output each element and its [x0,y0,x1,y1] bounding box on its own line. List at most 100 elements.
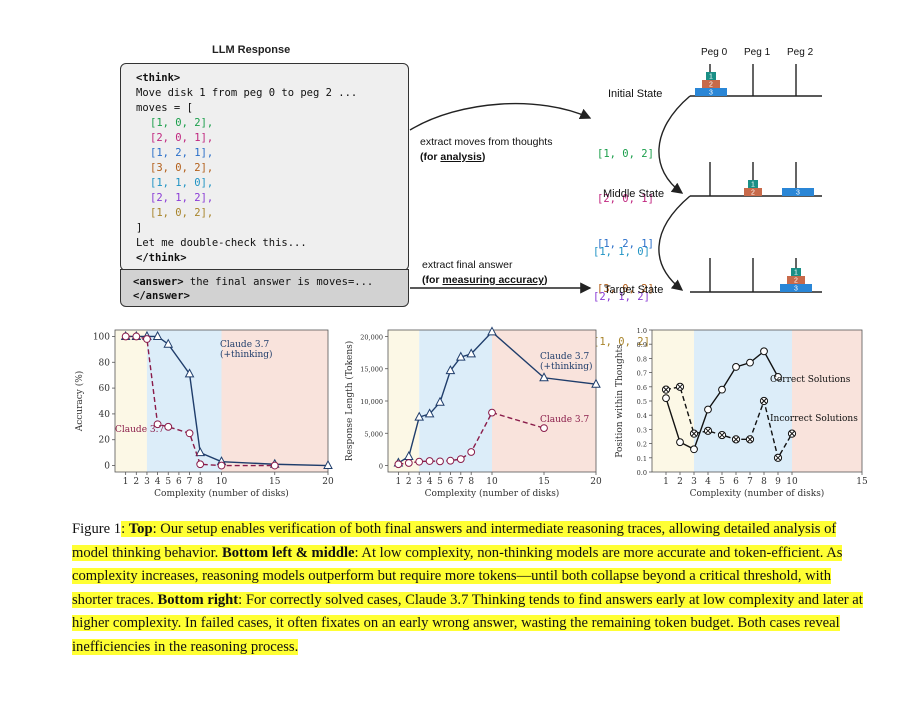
peg-label-1: Peg 1 [744,47,771,58]
x-tick-label: 2 [133,477,139,487]
middle-state-label: Middle State [603,188,665,200]
y-tick-label: 10,000 [360,398,383,406]
x-axis-label: Complexity (number of disks) [690,488,825,499]
y-tick-label: 40 [99,410,111,420]
data-point [676,438,684,447]
disk-2 [787,276,805,284]
state-arrow-1 [658,95,691,194]
disk-2 [702,80,720,88]
peg-label-2: Peg 2 [787,47,814,58]
data-point [323,459,333,470]
llm-response-box [120,63,409,271]
move-entry: [1, 1, 0], [150,177,214,189]
data-point [690,445,698,454]
data-point [404,459,413,467]
answer-open-tag: <answer> [133,276,184,288]
caption-bottom-right-heading: Bottom right [157,591,239,608]
svg-text:1: 1 [709,74,713,81]
y-tick-label: 20,000 [360,333,383,341]
x-tick-label: 2 [677,477,683,487]
data-point-cross [705,427,711,434]
series-label-0: Claude 3.7 [540,352,589,362]
y-axis-label: Response Length (Tokens) [344,341,355,462]
extract-final-purpose: (for measuring accuracy) [422,274,548,286]
caption-top-text: : Our setup enables verification of both… [72,521,837,561]
x-tick-label: 7 [458,477,464,487]
data-point [760,347,768,356]
y-tick-label: 100 [93,332,110,342]
peg-label-0: Peg 0 [701,47,728,58]
data-point [414,411,425,421]
disk-1 [706,72,716,80]
data-point [195,447,206,457]
x-tick-label: 4 [155,477,161,487]
caption-top-heading: Top [128,521,153,537]
x-tick-label: 8 [197,477,203,487]
series-line-0 [125,335,329,467]
caption-highlight: : Top: Our setup enables verification of… [72,521,863,655]
extract-moves-purpose: (for analysis) [420,151,486,163]
x-tick-label: 10 [786,477,798,487]
data-point [774,372,782,381]
think-close-tag: </think> [136,252,187,264]
response-length-chart: 1 2 3 4 5 6 7 8 10 15 20 0 5,000 10,000 15,000 20,000 Co… [344,326,602,499]
x-tick-label: 5 [719,477,725,487]
think-line: Move disk 1 from peg 0 to peg 2 ... [136,87,358,99]
data-point [394,460,403,469]
series-label-0: (+thinking) [220,349,273,360]
disk-3 [782,188,814,196]
complexity-region-1 [419,330,492,472]
disk-2 [744,188,762,196]
analysis-keyword: analysis [440,151,482,163]
y-tick-label: 15,000 [360,366,383,374]
svg-text:3: 3 [796,190,800,197]
x-tick-label: 6 [448,477,454,487]
complexity-region-0 [652,330,694,472]
x-tick-label: 1 [123,477,129,487]
y-axis-label: Accuracy (%) [74,371,85,433]
svg-text:2: 2 [794,278,798,285]
data-point [121,332,130,341]
data-point [455,351,466,361]
x-tick-label: 2 [406,477,412,487]
complexity-region-0 [388,330,420,472]
x-tick-label: 15 [856,477,868,487]
svg-text:1: 1 [751,182,755,189]
complexity-region-1 [146,330,222,472]
data-point [196,460,205,469]
moves-set-1: [1, 0, 2] [2, 0, 1] [1, 2, 1] [3, 0, 2] [597,148,654,295]
complexity-region-2 [492,330,596,472]
y-axis-label: Position within Thoughts [615,344,625,458]
series-label-1: Incorrect Solutions [770,414,858,424]
llm-response-title: LLM Response [212,44,291,56]
extract-moves-label: extract moves from thoughts [420,136,553,148]
complexity-region-1 [694,330,792,472]
y-tick-label: 0.3 [637,426,647,434]
x-tick-label: 4 [427,477,433,487]
x-tick-label: 3 [144,477,150,487]
svg-text:2: 2 [751,190,755,197]
caption-bottom-left-text: : At low complexity, non-thinking models… [72,544,843,608]
y-tick-label: 1.0 [637,327,647,335]
complexity-region-2 [792,330,862,472]
x-tick-label: 7 [747,477,753,487]
x-tick-label: 6 [176,477,182,487]
y-tick-label: 0.6 [637,384,647,392]
data-point [662,394,670,403]
answer-line: <answer> the final answer is moves=... [133,275,373,289]
data-point [152,330,163,340]
x-tick-label: 10 [486,477,498,487]
y-tick-label: 0 [104,462,110,472]
x-tick-label: 5 [165,477,171,487]
x-tick-label: 5 [437,477,443,487]
data-point [425,457,434,465]
series-label-0: (+thinking) [540,361,593,372]
x-tick-label: 8 [761,477,767,487]
answer-close-tag: </answer> [133,290,190,302]
move-entry: [2, 0, 1], [150,132,214,144]
x-tick-label: 1 [396,477,402,487]
data-point [436,457,444,466]
x-axis-label: Complexity (number of disks) [425,488,560,499]
think-open-tag: <think> [136,72,181,84]
state-arrow-2 [658,195,691,291]
